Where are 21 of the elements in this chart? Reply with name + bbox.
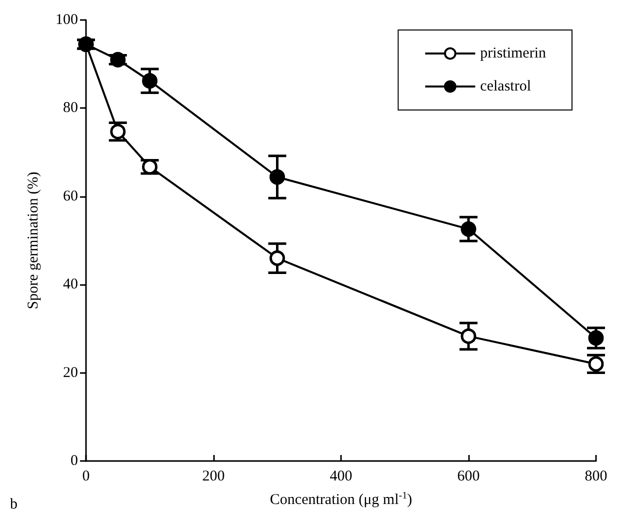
y-tick-label: 0 bbox=[70, 453, 78, 469]
point bbox=[142, 73, 158, 89]
legend-label: pristimerin bbox=[480, 46, 546, 62]
y-tick-label: 60 bbox=[63, 188, 78, 204]
y-tick-label: 80 bbox=[63, 100, 78, 116]
point bbox=[460, 221, 476, 237]
text: b bbox=[10, 496, 18, 512]
x-tick-label: 200 bbox=[202, 468, 225, 484]
point bbox=[270, 250, 285, 266]
point bbox=[270, 169, 285, 185]
legend-label: celastrol bbox=[480, 78, 531, 94]
x-tick-label: 0 bbox=[82, 468, 90, 484]
y-tick-label: 40 bbox=[63, 276, 78, 293]
y-tick-label: 20 bbox=[63, 364, 78, 381]
point bbox=[460, 328, 476, 344]
x-tick-label: 600 bbox=[457, 468, 480, 484]
y-axis-title: Spore germination (%) bbox=[26, 172, 42, 310]
point bbox=[588, 330, 604, 346]
y-tick-label: 100 bbox=[56, 12, 78, 28]
x-tick-label: 400 bbox=[330, 468, 352, 484]
x-tick-label: 800 bbox=[584, 468, 608, 484]
